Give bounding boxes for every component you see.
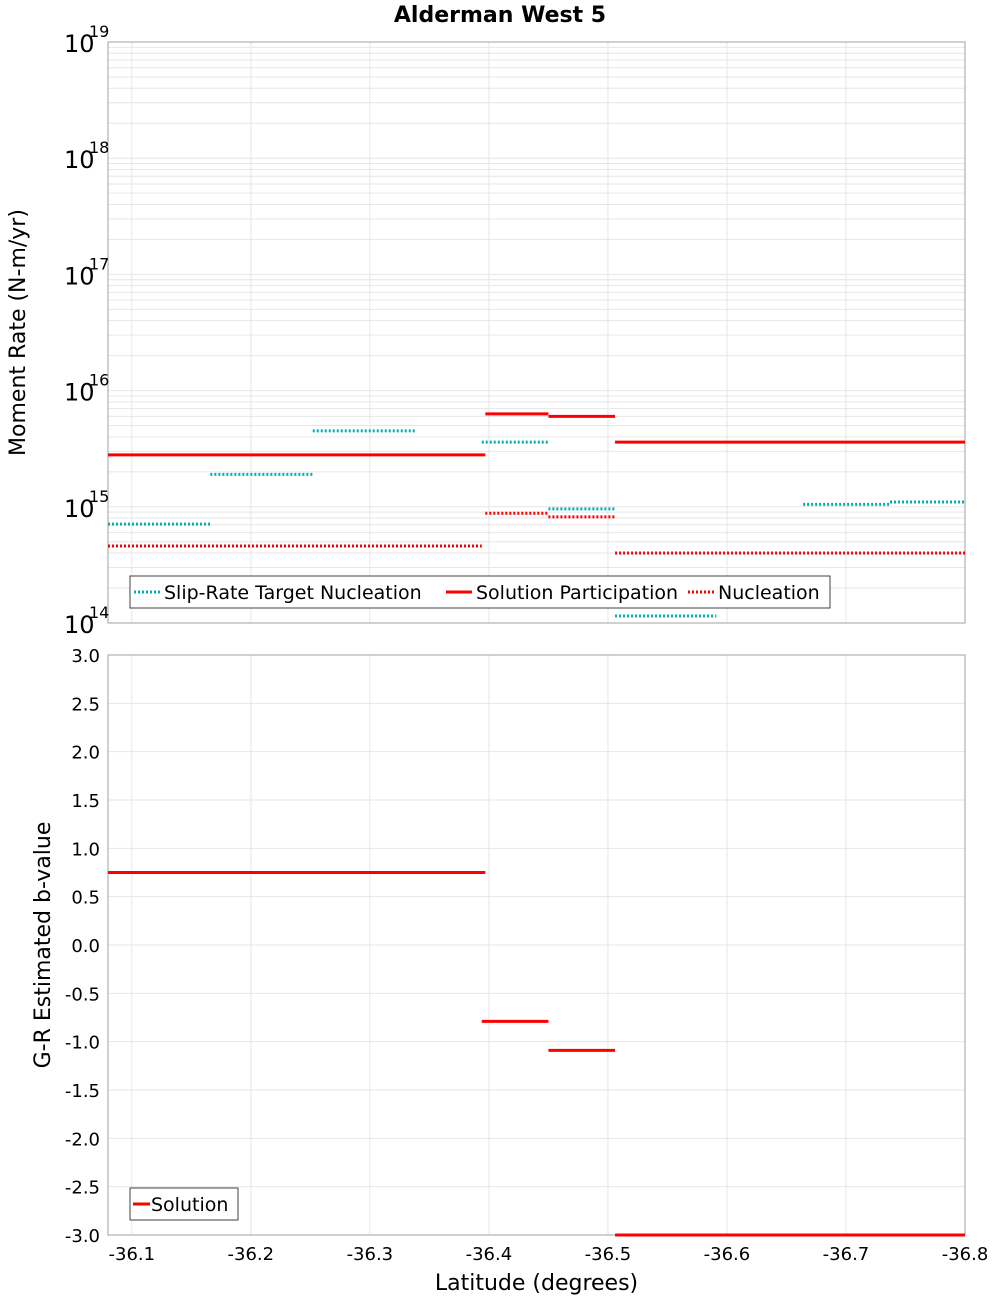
x-tick-label: -36.5 <box>585 1244 632 1265</box>
y-tick-label: 10 <box>64 146 95 174</box>
x-tick-label: -36.2 <box>228 1244 275 1265</box>
y-tick-label: 10 <box>64 495 95 523</box>
legend-label: Nucleation <box>718 582 820 604</box>
bottom-panel-frame <box>107 654 966 1236</box>
y-tick-label: -1.0 <box>65 1033 100 1054</box>
y-tick-label: 0.0 <box>71 936 100 957</box>
y-tick-exponent: 15 <box>89 487 109 506</box>
y-tick-label: 10 <box>64 30 95 58</box>
legend-label: Solution Participation <box>476 582 678 604</box>
y-tick-label: 10 <box>64 262 95 290</box>
bottom-panel-series <box>108 871 965 1237</box>
y-tick-label: 10 <box>64 611 95 639</box>
x-tick-label: -36.4 <box>466 1244 513 1265</box>
bottom-panel-legend: Solution <box>129 1187 239 1221</box>
y-tick-label: 1.5 <box>71 791 100 812</box>
y-tick-exponent: 18 <box>89 138 109 157</box>
top-panel-frame <box>107 41 966 624</box>
y-tick-exponent: 17 <box>89 254 109 273</box>
y-tick-label: 10 <box>64 379 95 407</box>
y-tick-label: -2.0 <box>65 1129 100 1150</box>
y-tick-label: 1.0 <box>71 839 100 860</box>
chart-title: Alderman West 5 <box>394 3 606 28</box>
y-tick-exponent: 19 <box>89 22 109 41</box>
top-panel-legend: Slip-Rate Target Nucleation Solution Part… <box>129 575 831 609</box>
legend-label: Solution <box>151 1194 228 1216</box>
x-tick-label: -36.8 <box>942 1244 989 1265</box>
bottom-panel-x-ticks: -36.1 -36.2 -36.3 -36.4 -36.5 -36.6 -36.7 -36.8 <box>109 1244 989 1265</box>
top-panel-grid <box>108 42 966 624</box>
bottom-panel-y-axis-label: G-R Estimated b-value <box>31 822 56 1069</box>
bottom-panel-grid <box>108 654 966 1236</box>
bottom-panel-y-ticks: 3.0 2.5 2.0 1.5 1.0 0.5 0.0 -0.5 -1.0 -1.5 -2.0 -2.… <box>65 646 100 1247</box>
y-tick-label: 2.5 <box>71 694 100 715</box>
y-tick-exponent: 16 <box>89 371 109 390</box>
y-tick-label: 0.5 <box>71 888 100 909</box>
top-panel-y-axis-label: Moment Rate (N-m/yr) <box>6 209 31 456</box>
y-tick-exponent: 14 <box>89 603 109 622</box>
y-tick-label: 2.0 <box>71 743 100 764</box>
legend-label: Slip-Rate Target Nucleation <box>164 582 422 604</box>
x-tick-label: -36.3 <box>347 1244 394 1265</box>
bottom-panel-x-axis-label: Latitude (degrees) <box>435 1271 638 1296</box>
x-tick-label: -36.6 <box>704 1244 751 1265</box>
y-tick-label: -3.0 <box>65 1226 100 1247</box>
y-tick-label: -1.5 <box>65 1081 100 1102</box>
y-tick-label: -2.5 <box>65 1178 100 1199</box>
y-tick-label: -0.5 <box>65 984 100 1005</box>
y-tick-label: 3.0 <box>71 646 100 667</box>
x-tick-label: -36.7 <box>823 1244 870 1265</box>
x-tick-label: -36.1 <box>109 1244 156 1265</box>
